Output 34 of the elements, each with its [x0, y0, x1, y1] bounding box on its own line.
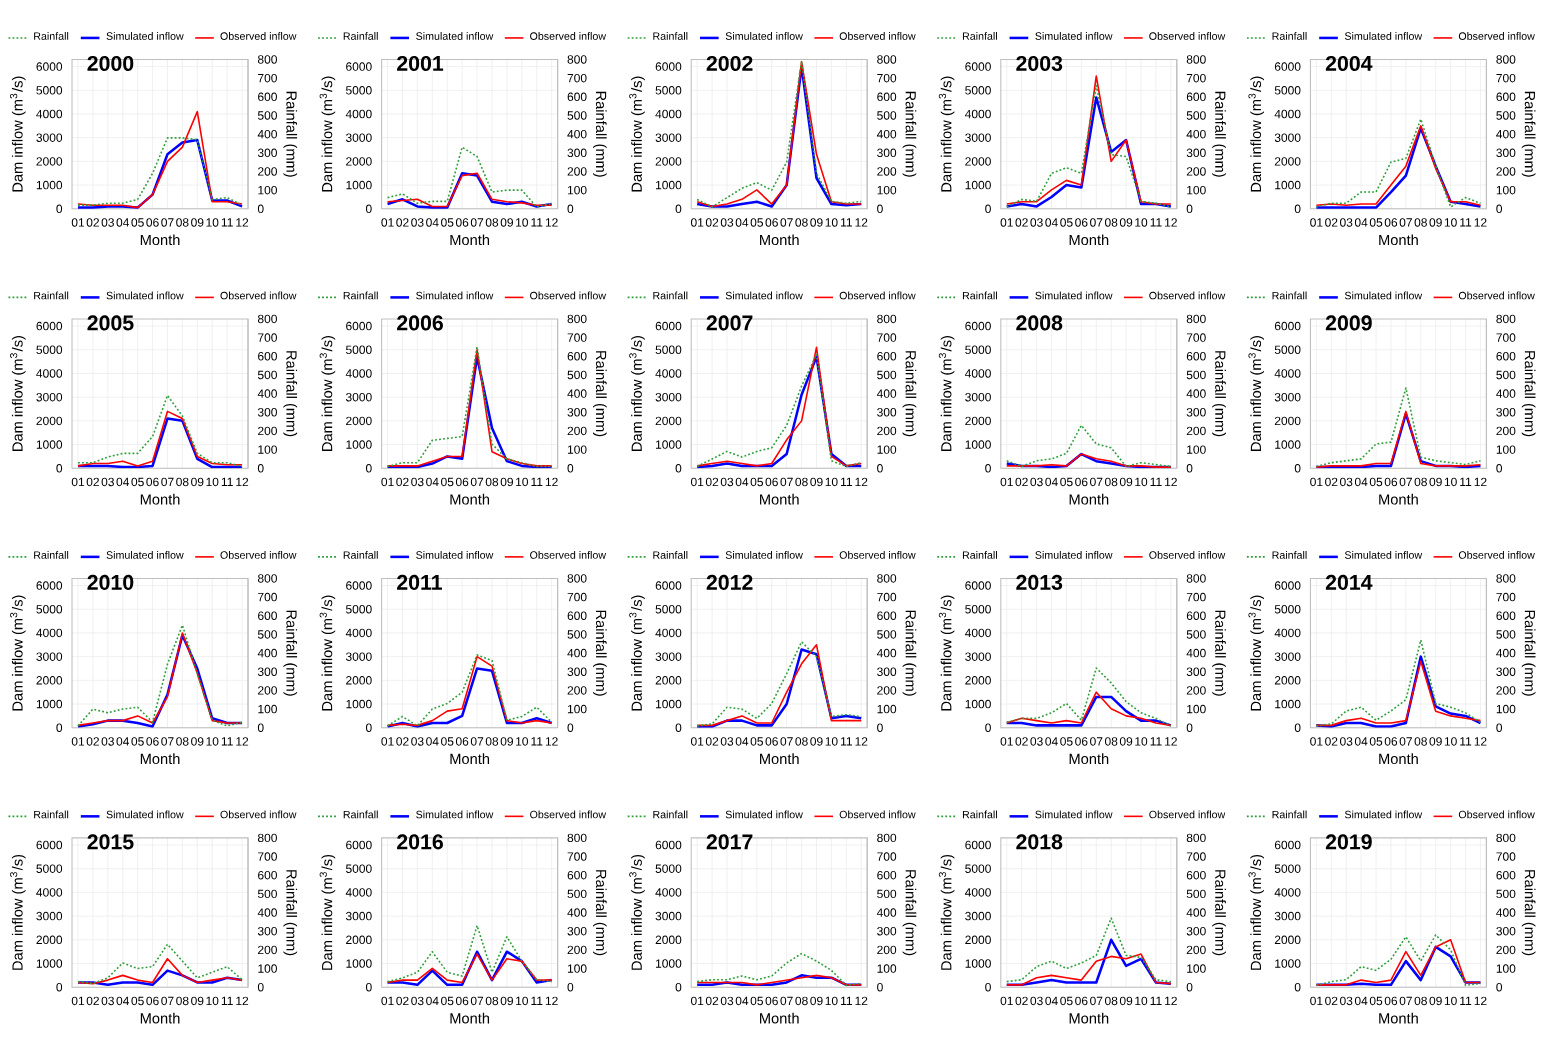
chart-title: 2014	[1325, 574, 1373, 590]
chart-title: 2003	[1016, 55, 1063, 72]
chart-title: 2018	[1016, 834, 1063, 850]
line-series	[77, 394, 243, 468]
chart-title: 2007	[706, 315, 753, 331]
line-series	[386, 146, 553, 208]
line-series	[386, 924, 553, 983]
chart-title: 2008	[1016, 315, 1063, 331]
line-series	[77, 943, 243, 985]
chart-title: 2001	[397, 55, 444, 71]
line-series	[1315, 639, 1482, 727]
chart-title: 2006	[397, 315, 443, 331]
line-series	[1005, 424, 1172, 468]
line-series	[1005, 667, 1172, 727]
chart-title: 2017	[706, 834, 753, 850]
chart-title: 2009	[1325, 315, 1372, 331]
line-series	[77, 957, 243, 985]
chart-title: 2002	[706, 55, 753, 71]
chart-title: 2013	[1016, 574, 1063, 590]
chart-title: 2016	[397, 834, 443, 850]
line-series	[696, 952, 863, 987]
chart-title: 2012	[706, 574, 753, 590]
chart-title: 2011	[397, 574, 442, 590]
line-series	[386, 667, 553, 728]
line-series	[76, 969, 244, 987]
line-series	[1315, 387, 1482, 468]
line-series	[1005, 917, 1172, 983]
chart-title: 2005	[87, 315, 134, 331]
chart-title: 2010	[87, 574, 134, 590]
chart-title: 2015	[87, 834, 134, 850]
line-series	[1005, 953, 1172, 986]
chart-title: 2000	[87, 55, 134, 71]
chart-title: 2019	[1325, 834, 1372, 850]
chart-title: 2004	[1325, 55, 1373, 71]
